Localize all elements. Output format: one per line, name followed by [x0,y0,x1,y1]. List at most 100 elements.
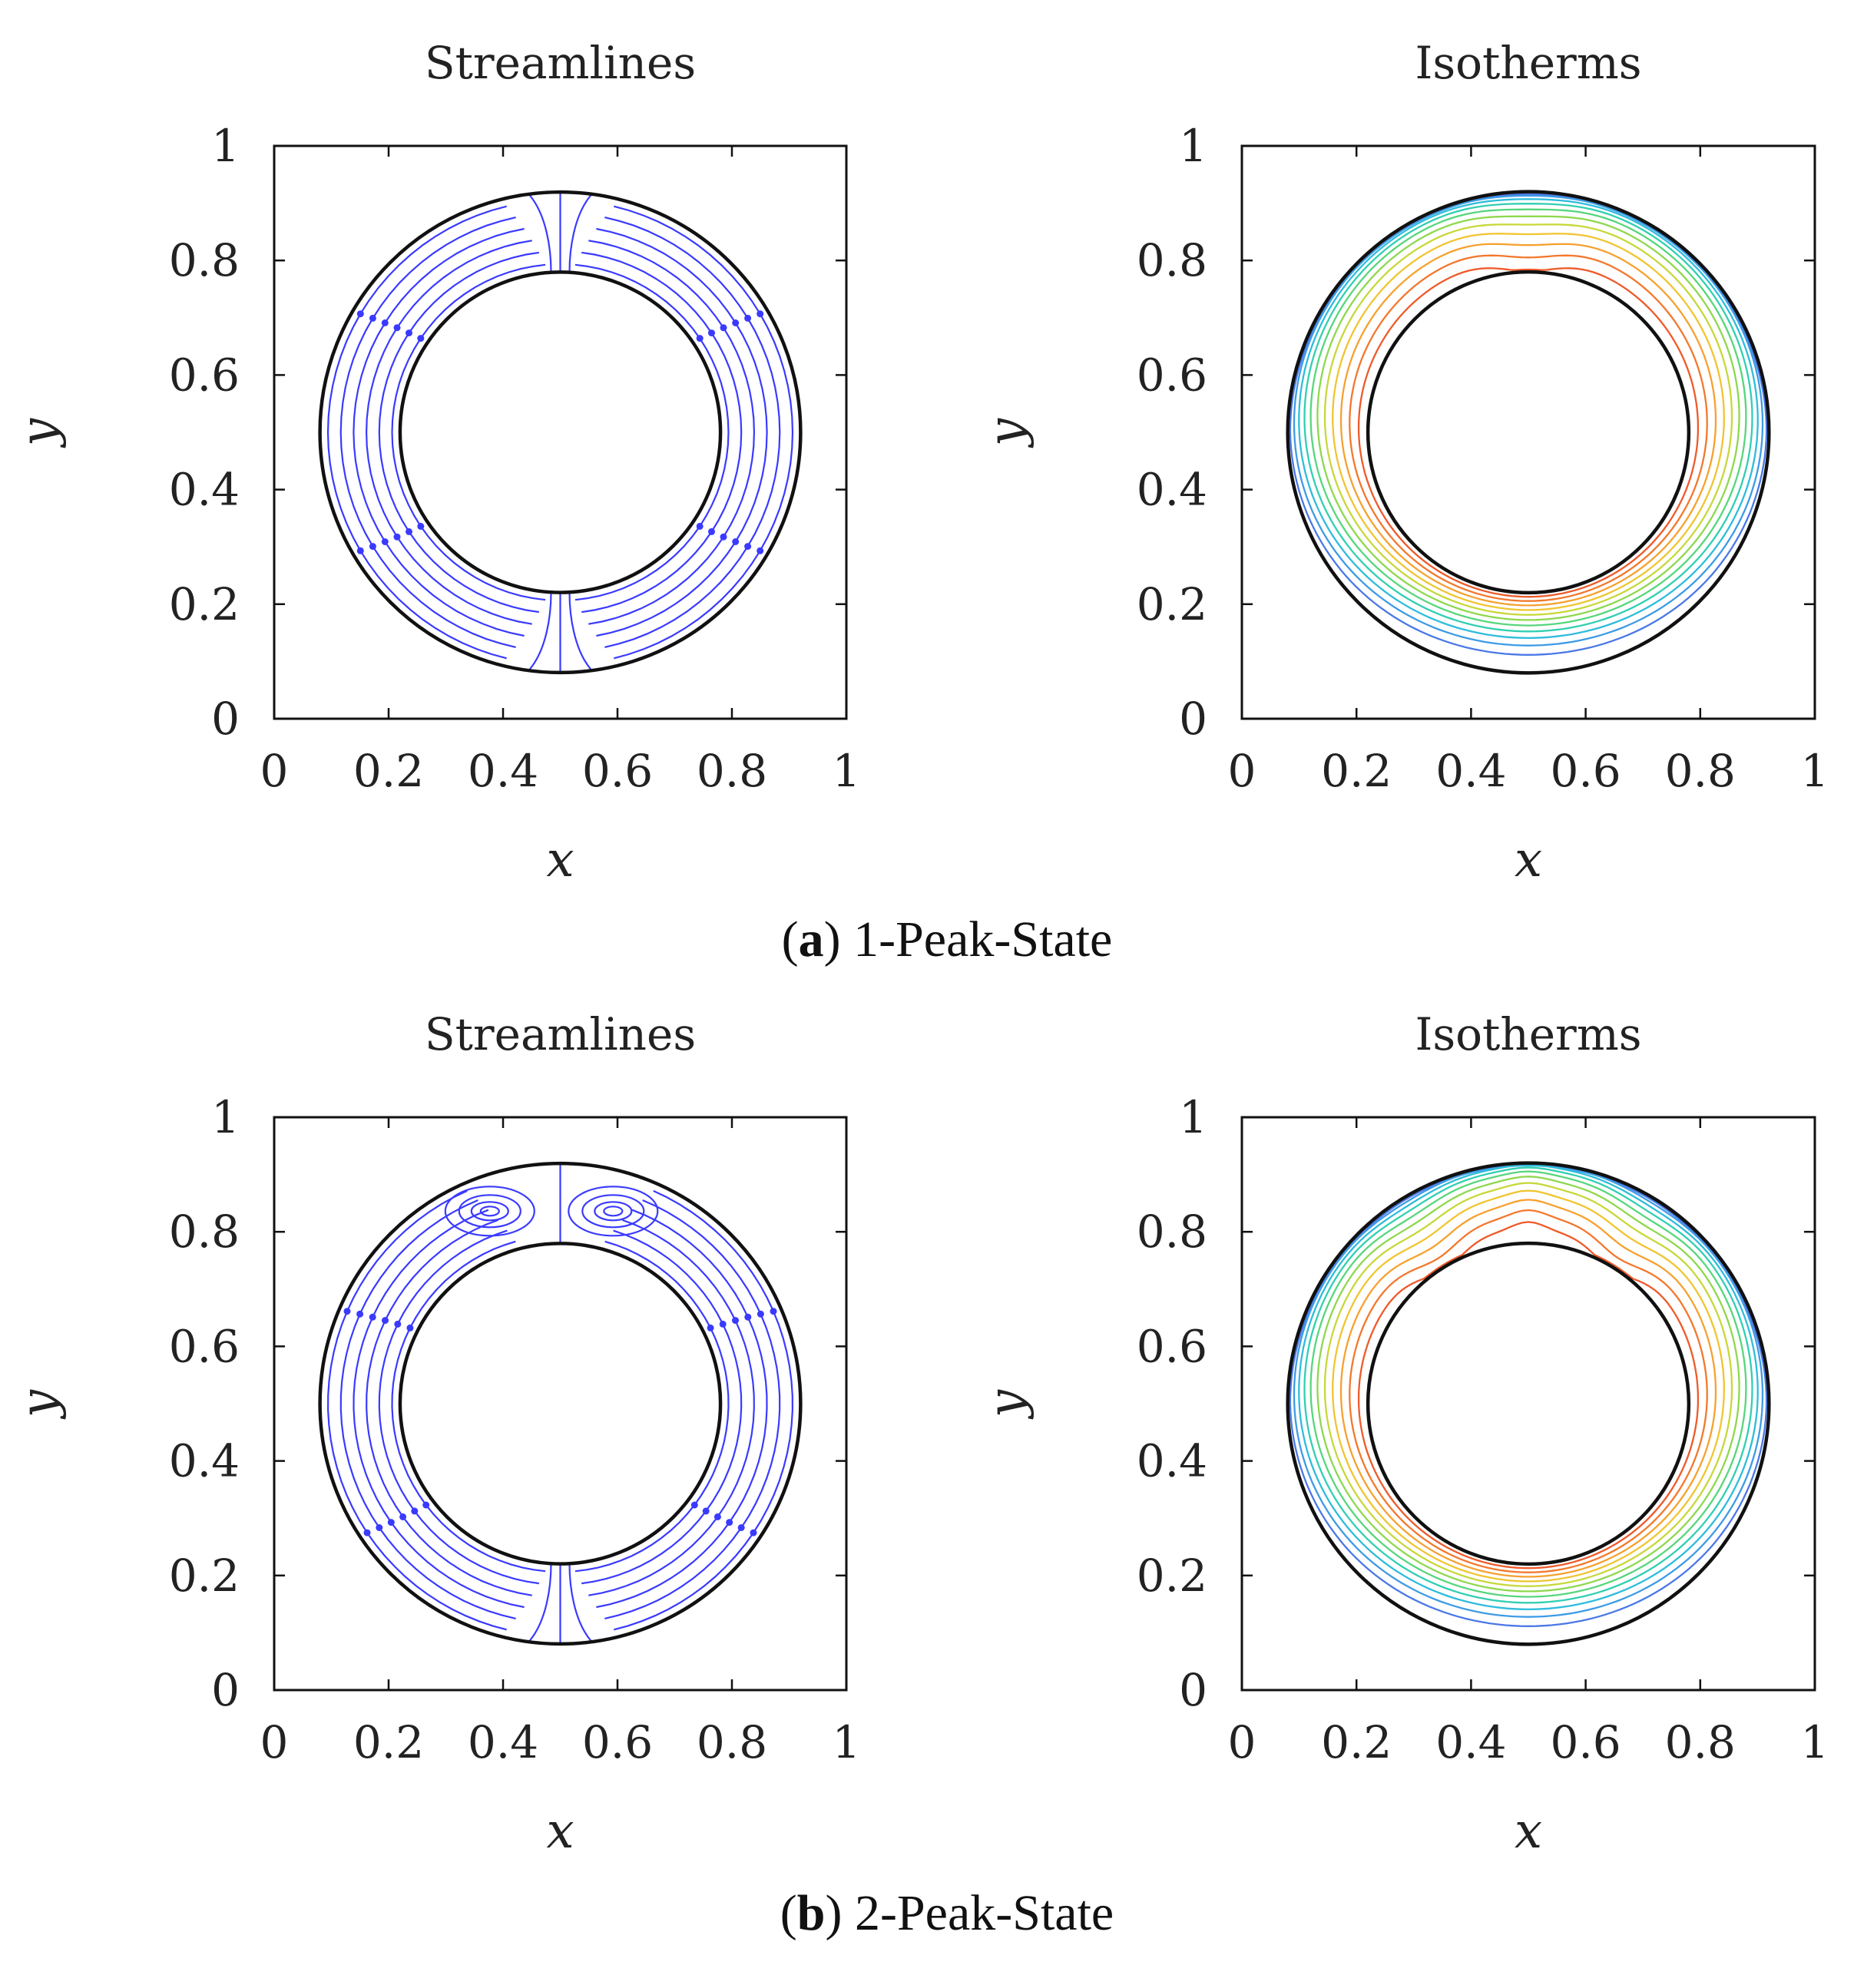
y-tick-label: 0.8 [1137,234,1207,286]
chart-title: Isotherms [1415,37,1641,89]
x-axis-label: x [546,1803,574,1860]
flow-arrow [744,1313,752,1321]
inner-wall [1366,270,1691,595]
flow-arrow [702,1507,710,1515]
y-tick-label: 0 [1179,1664,1207,1716]
y-tick-label: 0 [211,1664,240,1716]
chart-isotherms-b: Isotherms x y 0 0.2 0.4 0.6 0.8 1 0 0.2 0.4 0.6 0.8 1 [978,1008,1829,1860]
flow-arrow [376,1524,383,1531]
x-tick-label: 0.8 [1665,1716,1736,1768]
flow-arrow [744,314,752,322]
secondary-cell [594,1201,633,1222]
x-tick-label: 0 [1228,1716,1256,1768]
y-tick-label: 0.4 [1137,464,1207,516]
y-tick-label: 0 [211,693,240,745]
flow-arrow [713,1513,721,1520]
x-axis-label: x [1515,832,1542,888]
isotherm [1303,203,1753,633]
flow-arrow [393,533,401,541]
isotherm [1332,233,1725,611]
isotherm [1293,1164,1764,1618]
x-tick-label: 0.2 [353,1716,424,1768]
outer-wall [318,190,803,675]
x-tick-label: 0.6 [582,1716,653,1768]
flow-arrow [770,1308,777,1315]
flow-arrow [411,1507,419,1515]
y-tick-label: 1 [1179,1091,1207,1143]
x-tick-label: 0 [1228,745,1256,797]
y-tick-label: 0.8 [169,1206,240,1258]
flow-arrow [406,528,412,535]
x-tick-label: 1 [833,1716,861,1768]
secondary-cell [444,1186,535,1237]
isotherm [1349,254,1708,602]
flow-arrow [707,1324,714,1331]
chart-streamlines-a: Streamlines x y 0 0.2 0.4 0.6 0.8 1 0 0.2 0.4 0.6 0.8… [11,37,860,888]
x-tick-label: 0.2 [353,745,424,797]
flow-arrow [387,1519,395,1527]
y-tick-label: 0.2 [1137,578,1207,630]
streamline [391,263,546,601]
flow-arrow [406,329,412,337]
streamline [353,227,525,637]
plot-frame [273,1116,848,1692]
secondary-cell [470,1201,509,1222]
isotherm [1323,223,1733,616]
y-tick-label: 0.4 [169,1435,240,1487]
flow-arrow [690,1501,698,1509]
y-axis-label: y [978,1389,1035,1420]
y-tick-label: 0.2 [169,578,240,630]
streamline [588,1219,755,1596]
flow-arrow [381,319,389,326]
isotherm [1316,215,1740,621]
secondary-cell [603,1206,624,1217]
flow-arrow [720,533,727,541]
isotherm [1357,1221,1700,1570]
streamline [366,1219,532,1596]
outer-wall [318,1161,803,1646]
streamline [378,1229,539,1585]
streamline [568,194,592,273]
flow-arrow [343,1308,351,1315]
flow-arrow [708,528,715,535]
isotherm [1357,267,1700,598]
isotherm [1309,1170,1747,1598]
flow-arrow [719,1320,727,1328]
secondary-cell [479,1206,500,1217]
streamline [391,1240,546,1573]
streamline [604,1199,781,1619]
streamline [596,227,768,637]
flow-arrow [756,310,764,318]
secondary-cell [581,1194,645,1229]
flow-arrow [356,1310,364,1318]
streamline [528,1563,552,1642]
streamline [568,1563,592,1642]
x-tick-label: 0.4 [468,1716,538,1768]
x-tick-label: 0.2 [1321,1716,1392,1768]
streamline [581,251,743,614]
isotherm [1303,1166,1753,1604]
isotherm [1349,1209,1708,1573]
x-tick-label: 0.4 [468,745,538,797]
y-tick-label: 1 [211,1091,240,1143]
streamline [353,1209,525,1609]
chart-isotherms-a: Isotherms x y 0 0.2 0.4 0.6 0.8 1 0 0.2 0.4 0.6 0.8 1 [978,37,1829,888]
secondary-cell [458,1194,521,1229]
flow-arrow [356,547,364,554]
streamline [365,240,532,625]
x-tick-label: 0.2 [1321,745,1392,797]
y-tick-label: 0.8 [169,234,240,286]
x-tick-label: 1 [1801,1716,1829,1768]
streamline [326,205,507,660]
chart-streamlines-b: Streamlines x y 0 0.2 0.4 0.6 0.8 1 0 0.2 0.4 0.6 0.8… [11,1008,860,1860]
flow-arrow [732,538,740,545]
flow-arrow [726,1519,733,1527]
flow-arrow [744,543,752,551]
y-tick-label: 0.2 [1137,1550,1207,1602]
flow-arrow [708,329,715,337]
inner-wall [398,1242,723,1566]
plot-frame [273,144,848,720]
streamline [614,205,794,660]
x-axis-label: x [1515,1803,1542,1860]
